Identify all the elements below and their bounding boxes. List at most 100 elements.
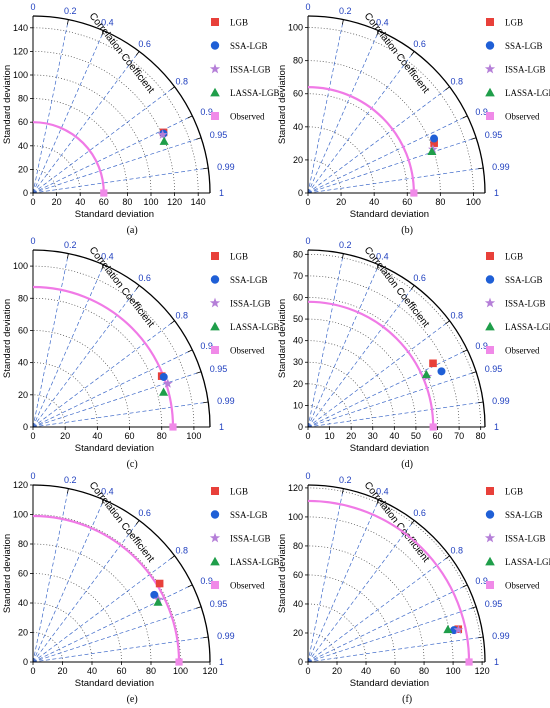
correlation-tick-label: 0.4 [101, 487, 114, 497]
correlation-tick-label: 0.4 [101, 252, 114, 262]
std-gridline [307, 275, 460, 428]
correlation-tick-label: 0.6 [413, 39, 426, 49]
panel-label: (d) [401, 459, 413, 470]
legend-marker-lgb [211, 252, 219, 260]
correlation-tick-label: 0.9 [200, 107, 213, 117]
legend-label: LASSA-LGB [230, 88, 280, 98]
y-tick-label: 60 [293, 570, 303, 580]
y-tick-label: 120 [13, 480, 28, 490]
y-tick-label: 80 [18, 539, 28, 549]
legend-marker-observed [486, 112, 494, 120]
legend-marker-lgb [486, 252, 494, 260]
correlation-line [307, 264, 380, 428]
std-gridline [32, 543, 152, 663]
y-tick-label: 40 [293, 336, 303, 346]
legend-marker-lassa-lgb [210, 87, 220, 97]
x-tick-label: 120 [167, 197, 182, 207]
y-tick-label: 60 [18, 325, 28, 335]
correlation-tick-mark [101, 499, 105, 505]
legend-marker-lgb [211, 18, 219, 26]
correlation-line [307, 371, 477, 428]
point-observed [100, 189, 108, 197]
correlation-tick-label: 0.2 [339, 6, 352, 16]
y-axis-title: Standard deviation [277, 65, 288, 144]
correlation-line [32, 285, 140, 428]
correlation-tick-mark [67, 19, 69, 25]
outer-arc [32, 484, 211, 663]
y-tick-label: 10 [293, 400, 303, 410]
y-tick-label: 0 [298, 422, 303, 432]
std-gridline [32, 121, 105, 194]
correlation-line [32, 520, 140, 663]
correlation-tick-mark [376, 499, 380, 505]
std-gridline [307, 574, 396, 663]
y-tick-label: 60 [18, 569, 28, 579]
legend-marker-observed [486, 581, 494, 589]
legend-label: SSA-LGB [230, 275, 268, 285]
y-tick-label: 40 [18, 141, 28, 151]
legend-label: ISSA-LGB [230, 65, 271, 75]
y-tick-label: 80 [293, 541, 303, 551]
correlation-tick-mark [101, 30, 105, 36]
outer-arc [32, 15, 211, 194]
y-tick-label: 0 [298, 657, 303, 667]
point-lassa-lgb [427, 146, 437, 156]
correlation-tick-mark [187, 584, 193, 588]
correlation-line [32, 401, 209, 428]
correlation-tick-label: 0.4 [376, 18, 389, 28]
legend-label: Observed [230, 112, 265, 122]
correlation-tick-label: 0.8 [176, 310, 189, 320]
y-tick-label: 40 [293, 122, 303, 132]
correlation-tick-mark [170, 555, 175, 560]
y-tick-label: 20 [293, 628, 303, 638]
correlation-line [307, 137, 477, 194]
correlation-tick-label: 0.4 [376, 252, 389, 262]
observed-std-arc [307, 300, 435, 428]
correlation-tick-label: 1 [219, 657, 224, 667]
legend-marker-observed [211, 581, 219, 589]
correlation-line [32, 320, 175, 428]
correlation-line [32, 51, 140, 194]
x-axis-title: Standard deviation [75, 678, 154, 689]
correlation-line [307, 115, 468, 194]
y-tick-label: 80 [18, 94, 28, 104]
taylor-panel-a: 0 0.20.40.60.80.90.950.991002020404060608… [2, 2, 280, 236]
x-tick-label: 40 [369, 197, 379, 207]
correlation-tick-label: 0.2 [339, 240, 352, 250]
legend-marker-ssa-lgb [485, 275, 495, 284]
correlation-axis-title: Correlation Coefficient [362, 480, 432, 565]
correlation-tick-label: 1 [219, 188, 224, 198]
correlation-tick-label: 1 [494, 422, 499, 432]
point-lgb [155, 579, 164, 588]
y-tick-label: 20 [293, 155, 303, 165]
y-tick-label: 30 [293, 357, 303, 367]
x-tick-label: 60 [99, 197, 109, 207]
x-tick-label: 20 [57, 666, 67, 676]
std-gridline [32, 27, 199, 194]
y-tick-label: 0 [298, 188, 303, 198]
correlation-tick-label: 0.8 [176, 76, 189, 86]
correlation-tick-label: 0.6 [413, 273, 426, 283]
correlation-line [307, 51, 415, 194]
std-gridline [32, 297, 163, 428]
correlation-tick-label: 0.95 [210, 130, 228, 140]
correlation-tick-mark [187, 115, 193, 119]
x-tick-label: 20 [52, 197, 62, 207]
std-gridline [307, 632, 338, 663]
legend-marker-lassa-lgb [210, 321, 220, 331]
std-gridline [307, 126, 375, 194]
correlation-tick-mark [376, 30, 380, 36]
correlation-line [32, 264, 105, 428]
std-gridline [32, 602, 93, 663]
y-tick-label: 20 [18, 628, 28, 638]
correlation-tick-mark [478, 636, 484, 639]
y-tick-label: 140 [13, 23, 28, 33]
y-tick-label: 100 [13, 261, 28, 271]
x-tick-label: 40 [361, 666, 371, 676]
x-tick-label: 120 [475, 666, 490, 676]
point-lassa-lgb [159, 387, 169, 396]
y-tick-label: 70 [293, 271, 303, 281]
y-tick-label: 20 [293, 379, 303, 389]
correlation-tick-mark [462, 115, 468, 119]
